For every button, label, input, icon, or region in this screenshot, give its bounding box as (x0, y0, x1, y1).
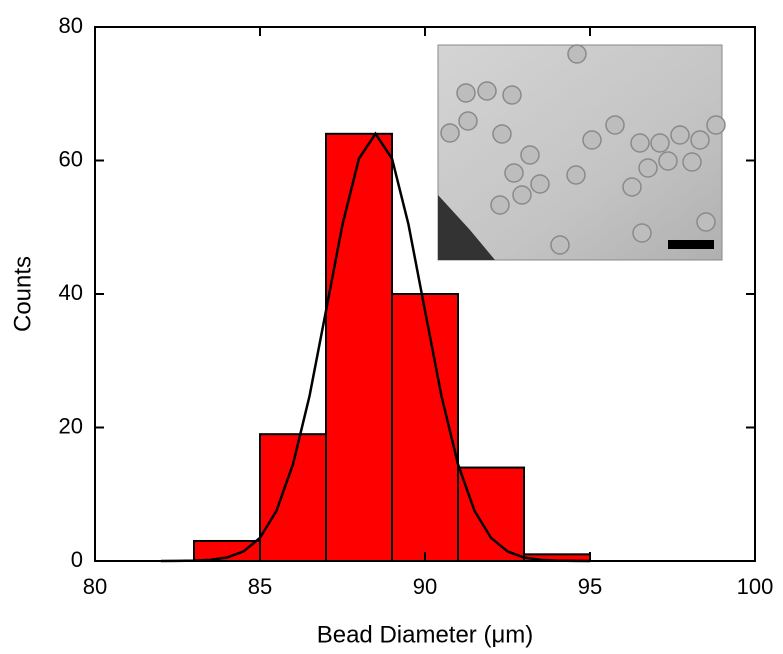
x-axis-label: Bead Diameter (μm) (317, 621, 534, 648)
inset-photo (437, 44, 726, 261)
y-axis-label: Counts (9, 256, 36, 332)
x-tick-label: 100 (737, 574, 774, 599)
fit-curve (160, 131, 591, 563)
x-tick-label: 85 (248, 574, 272, 599)
y-tick-label: 40 (59, 280, 83, 305)
y-tick-label: 20 (59, 413, 83, 438)
y-tick-label: 0 (71, 547, 83, 572)
bar (325, 132, 393, 563)
x-tick-label: 95 (578, 574, 602, 599)
bar (457, 466, 525, 562)
x-tick-label: 90 (413, 574, 437, 599)
bar (391, 293, 459, 562)
y-tick-label: 60 (59, 146, 83, 171)
bar (259, 433, 327, 562)
y-tick-label: 80 (59, 13, 83, 38)
x-tick-label: 80 (83, 574, 107, 599)
